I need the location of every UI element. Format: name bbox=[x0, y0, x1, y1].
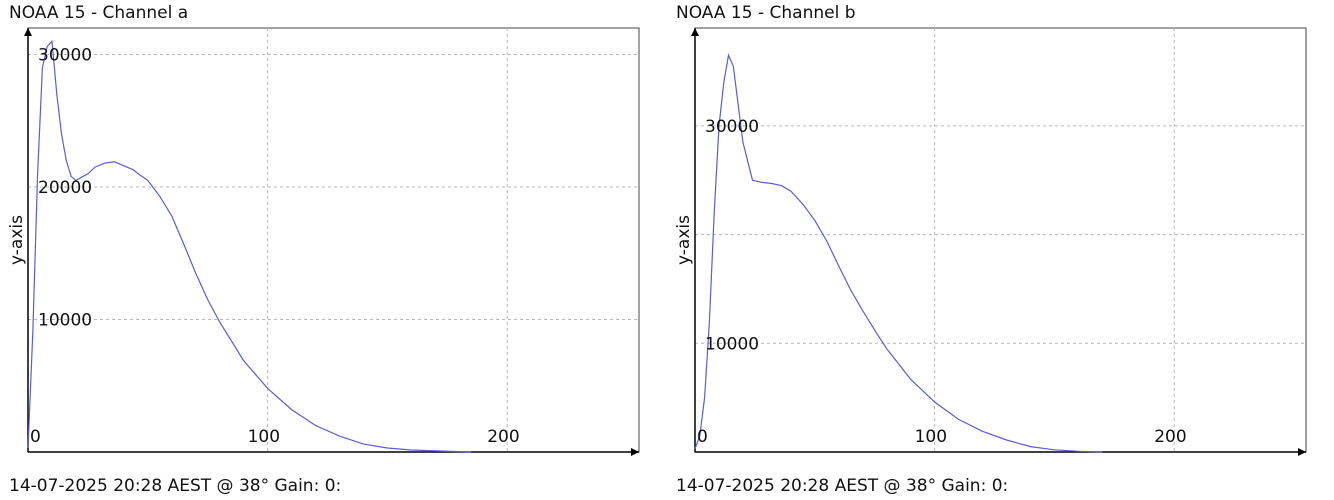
chart-panel-channel-b: NOAA 15 - Channel b 0 100 200 10000 30000 y-a… bbox=[667, 0, 1317, 500]
chart-title: NOAA 15 - Channel a bbox=[9, 3, 189, 23]
x-tick-label: 200 bbox=[487, 427, 519, 447]
y-tick-label: 30000 bbox=[705, 117, 759, 137]
y-axis-arrow bbox=[24, 28, 32, 36]
chart-panel-channel-a: NOAA 15 - Channel a 0 100 200 10000 20000 300… bbox=[0, 0, 650, 500]
x-tick-label: 100 bbox=[915, 427, 947, 447]
status-text: 14-07-2025 20:28 AEST @ 38° Gain: 0: bbox=[9, 476, 342, 496]
y-axis-arrow bbox=[691, 28, 699, 36]
x-tick-label: 200 bbox=[1154, 427, 1186, 447]
line-chart-channel-b: 0 100 200 10000 30000 y-axis bbox=[674, 27, 1307, 456]
x-axis-arrow bbox=[631, 448, 639, 456]
y-axis-label: y-axis bbox=[674, 215, 694, 265]
y-tick-label: 20000 bbox=[38, 178, 92, 198]
y-axis-label: y-axis bbox=[7, 215, 27, 265]
y-tick-label: 10000 bbox=[38, 311, 92, 331]
x-tick-label: 100 bbox=[248, 427, 280, 447]
status-text: 14-07-2025 20:28 AEST @ 38° Gain: 0: bbox=[676, 476, 1009, 496]
plot-frame bbox=[27, 27, 640, 453]
x-tick-label: 0 bbox=[697, 427, 708, 447]
y-tick-label: 30000 bbox=[38, 46, 92, 66]
series-line bbox=[694, 53, 1103, 453]
chart-title: NOAA 15 - Channel b bbox=[676, 3, 856, 23]
series-line bbox=[27, 39, 472, 453]
plot-frame bbox=[694, 27, 1307, 453]
line-chart-channel-a: 0 100 200 10000 20000 30000 y-axis bbox=[7, 27, 640, 456]
y-tick-label: 10000 bbox=[705, 334, 759, 354]
x-tick-label: 0 bbox=[30, 427, 41, 447]
x-axis-arrow bbox=[1298, 448, 1306, 456]
